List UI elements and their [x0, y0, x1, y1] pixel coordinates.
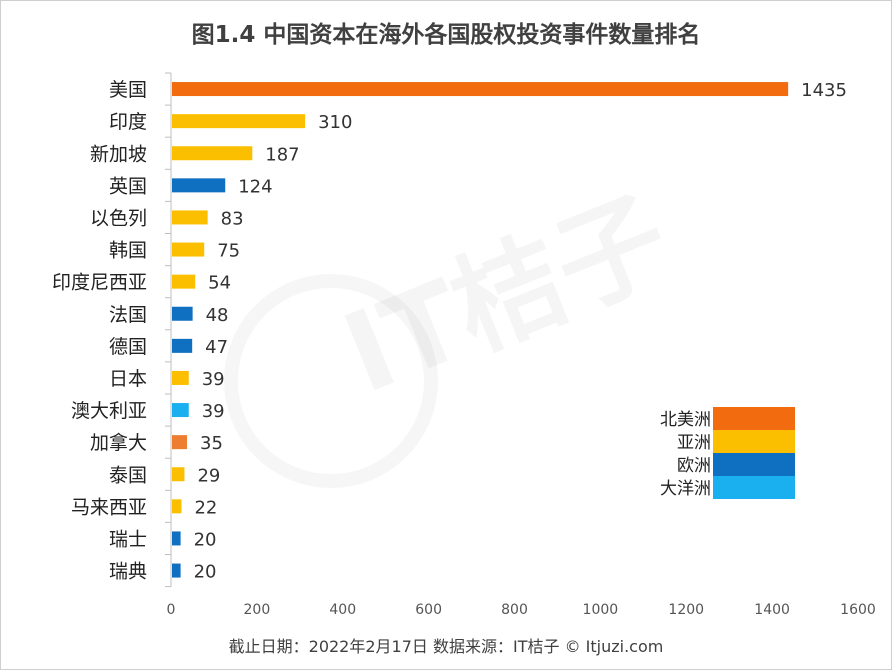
category-label: 印度尼西亚 — [52, 272, 147, 294]
bar-印度尼西亚 — [172, 274, 196, 289]
chart-footer: 截止日期：2022年2月17日 数据来源：IT桔子 © Itjuzi.com — [228, 637, 664, 656]
chart-title: 图1.4 中国资本在海外各国股权投资事件数量排名 — [191, 22, 701, 48]
data-label: 310 — [318, 112, 352, 133]
category-label: 以色列 — [90, 207, 147, 229]
x-tick-label: 1000 — [583, 602, 619, 618]
category-label: 马来西亚 — [71, 496, 147, 518]
data-label: 124 — [238, 176, 272, 197]
category-label: 美国 — [109, 79, 147, 101]
legend-label: 亚洲 — [677, 433, 711, 453]
x-tick-label: 0 — [167, 602, 176, 618]
bar-澳大利亚 — [172, 403, 189, 418]
bar-加拿大 — [172, 435, 188, 450]
data-label: 54 — [208, 273, 231, 294]
data-label: 187 — [265, 144, 299, 165]
x-tick-label: 600 — [415, 602, 442, 618]
x-tick-label: 800 — [501, 602, 528, 618]
legend-label: 大洋洲 — [660, 479, 711, 499]
bar-法国 — [172, 306, 193, 321]
data-label: 22 — [194, 497, 217, 518]
bar-泰国 — [172, 467, 185, 482]
bar-韩国 — [172, 242, 205, 257]
category-label: 瑞典 — [109, 561, 147, 583]
legend-swatch-大洋洲 — [713, 476, 795, 499]
data-label: 75 — [217, 241, 240, 262]
category-label: 加拿大 — [90, 431, 147, 454]
bar-印度 — [172, 114, 306, 129]
legend-swatch-北美洲 — [713, 407, 795, 430]
category-label: 韩国 — [109, 240, 147, 262]
data-label: 20 — [194, 562, 217, 583]
data-label: 83 — [221, 208, 244, 229]
category-label: 瑞士 — [109, 528, 147, 550]
x-tick-label: 1400 — [754, 602, 790, 618]
bar-瑞典 — [172, 563, 181, 578]
category-label: 日本 — [109, 368, 147, 390]
data-label: 39 — [202, 369, 225, 390]
bar-英国 — [172, 178, 226, 193]
data-label: 1435 — [801, 80, 847, 101]
legend-label: 北美洲 — [660, 410, 711, 430]
category-label: 澳大利亚 — [71, 400, 147, 422]
bar-马来西亚 — [172, 499, 182, 514]
category-label: 泰国 — [109, 464, 147, 486]
data-label: 20 — [194, 529, 217, 550]
bar-瑞士 — [172, 531, 181, 546]
category-label: 德国 — [109, 336, 147, 358]
data-label: 29 — [197, 465, 220, 486]
legend-swatch-欧洲 — [713, 453, 795, 476]
data-label: 48 — [206, 305, 229, 326]
category-label: 英国 — [109, 175, 147, 197]
category-label: 印度 — [109, 111, 147, 133]
data-label: 47 — [205, 337, 228, 358]
x-tick-label: 1600 — [840, 602, 876, 618]
bar-美国 — [172, 82, 789, 97]
x-tick-label: 400 — [329, 602, 356, 618]
category-label: 法国 — [109, 304, 147, 326]
bar-以色列 — [172, 210, 208, 225]
data-label: 35 — [200, 433, 223, 454]
x-tick-label: 200 — [244, 602, 271, 618]
legend-label: 欧洲 — [677, 456, 711, 476]
bar-德国 — [172, 338, 193, 353]
x-tick-label: 1200 — [668, 602, 704, 618]
category-label: 新加坡 — [90, 143, 147, 165]
legend-swatch-亚洲 — [713, 430, 795, 453]
data-label: 39 — [202, 401, 225, 422]
bar-日本 — [172, 370, 189, 385]
bar-新加坡 — [172, 146, 253, 161]
